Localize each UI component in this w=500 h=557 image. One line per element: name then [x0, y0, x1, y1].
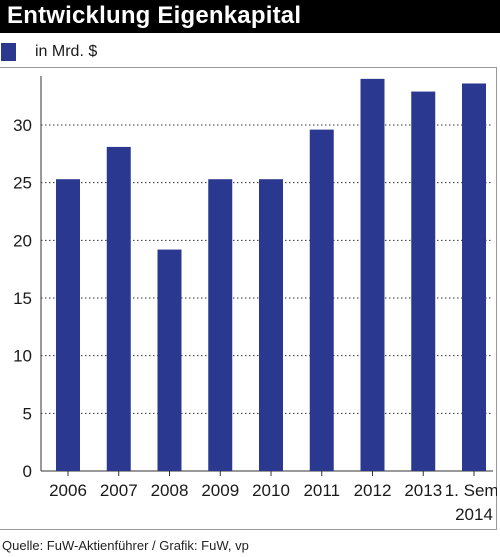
x-tick-label: 2012	[354, 481, 392, 500]
bar	[411, 91, 436, 471]
title-bar: Entwicklung Eigenkapital	[0, 0, 500, 33]
y-tick-label: 20	[13, 231, 32, 250]
x-tick-label: 2013	[404, 481, 442, 500]
x-tick-label: 2014	[455, 505, 493, 524]
bar-chart: 0 5 10 15 20 25 30 2006 2007 2008 2009 2010 2011 2012…	[13, 76, 497, 524]
bar	[259, 179, 283, 471]
x-tick-label: 1. Sem.	[445, 481, 497, 500]
bar	[309, 129, 334, 471]
bar	[360, 78, 385, 471]
chart-frame: 0 5 10 15 20 25 30 2006 2007 2008 2009 2010 2011 2012…	[0, 67, 497, 530]
x-tick-label: 2007	[100, 481, 138, 500]
bar	[157, 249, 182, 471]
y-tick-label: 5	[23, 404, 32, 423]
y-tick-label: 25	[13, 174, 32, 193]
source-note: Quelle: FuW-Aktienführer / Grafik: FuW, …	[2, 538, 249, 553]
y-tick-label: 30	[13, 116, 32, 135]
bar	[208, 179, 233, 471]
legend-label: in Mrd. $	[35, 43, 98, 60]
chart-title: Entwicklung Eigenkapital	[7, 2, 302, 29]
x-tick-label: 2009	[201, 481, 239, 500]
y-tick-label: 15	[13, 289, 32, 308]
x-tick-label: 2011	[303, 481, 340, 500]
bar	[56, 179, 80, 471]
y-tick-label: 0	[23, 462, 32, 481]
y-tick-label: 10	[13, 347, 32, 366]
bar	[106, 146, 131, 471]
legend-swatch	[1, 43, 16, 61]
legend: in Mrd. $	[0, 40, 97, 64]
x-tick-label: 2008	[151, 481, 189, 500]
x-tick-label: 2006	[49, 481, 87, 500]
x-tick-label: 2010	[252, 481, 290, 500]
bar	[462, 83, 486, 472]
